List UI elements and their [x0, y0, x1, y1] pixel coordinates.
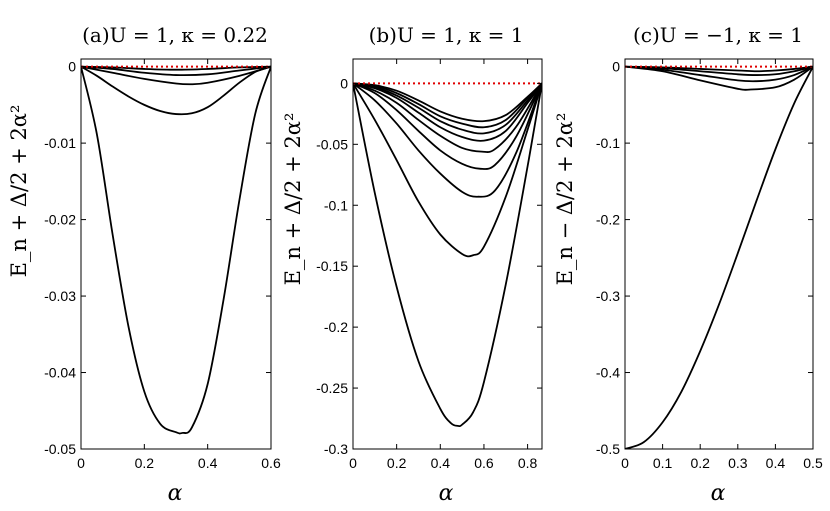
panel-b-axes	[352, 58, 543, 450]
panel-b-ytick-label: -0.05	[316, 136, 348, 152]
panel-b-series-n7	[353, 82, 542, 135]
panel-b-series-n2	[353, 82, 542, 258]
panel-c-series-n2	[625, 65, 813, 91]
panel-c-xtick-label: 0.3	[728, 455, 748, 471]
panel-a-xlabel: α	[168, 481, 183, 506]
panel-a-xtick-label: 0.4	[198, 455, 218, 471]
panel-b-series-n3	[353, 82, 542, 198]
panel-c-xtick-label: 0	[621, 455, 629, 471]
panel-c-ytick-label: 0	[612, 59, 620, 75]
panel-c-curves	[625, 65, 813, 449]
panel-c-xlabel: α	[711, 481, 726, 506]
panel-b-xtick-label: 0.2	[387, 455, 407, 471]
panel-c-ytick-label: -0.4	[596, 365, 620, 381]
panel-c-series-n3	[625, 65, 813, 83]
panel-b-xtick-label: 0.6	[474, 455, 494, 471]
panel-c-axes	[624, 58, 814, 450]
panel-b-ytick-label: -0.1	[324, 197, 348, 213]
panel-a-ytick-label: -0.04	[44, 365, 76, 381]
panel-a-xtick-label: 0.6	[261, 455, 281, 471]
panel-a-xtick-label: 0	[77, 455, 85, 471]
panel-b-ytick-label: 0	[340, 75, 348, 91]
panel-a-ytick-label: -0.02	[44, 212, 76, 228]
panel-b-series-n4	[353, 82, 542, 170]
panel-a-ytick-label: -0.01	[44, 135, 76, 151]
panel-b-series-n5	[353, 82, 542, 153]
panel-b-ytick-label: -0.25	[316, 380, 348, 396]
panel-c-ytick-label: -0.5	[596, 441, 620, 457]
panel-c-xtick-label: 0.5	[803, 455, 823, 471]
panel-c-ylabel: E_n − Δ/2 + 2α²	[553, 113, 577, 286]
panel-b-ytick-label: -0.2	[324, 319, 348, 335]
panel-b-ylabel: E_n + Δ/2 + 2α²	[281, 113, 305, 286]
panel-c-xtick-label: 0.1	[653, 455, 673, 471]
panel-c-xtick-label: 0.4	[766, 455, 786, 471]
panel-a-series-n3	[81, 65, 271, 86]
panel-c-series-n1	[625, 66, 813, 449]
panel-a-title: (a)U = 1, κ = 0.22	[82, 23, 268, 47]
panel-b-xtick-label: 0	[349, 455, 357, 471]
panel-c-ytick-label: -0.1	[596, 135, 620, 151]
panel-b-xlabel: α	[439, 481, 454, 506]
panel-a-series-n1	[81, 66, 271, 435]
panel-b-ytick-label: -0.15	[316, 258, 348, 274]
panel-a-xtick-label: 0.2	[135, 455, 155, 471]
panel-a-axes	[80, 58, 272, 450]
panel-b-title: (b)U = 1, κ = 1	[369, 23, 524, 47]
panel-b-series-n9	[353, 82, 542, 123]
panel-b-series-n1	[353, 83, 542, 428]
panel-b-ytick-label: -0.3	[324, 441, 348, 457]
panel-a-series-n2	[81, 65, 271, 116]
panel-a-series-n4	[81, 65, 271, 77]
panel-b-xtick-label: 0.8	[518, 455, 538, 471]
panel-c-ytick-label: -0.2	[596, 212, 620, 228]
panel-b-series-n8	[353, 82, 542, 129]
panel-c-title: (c)U = −1, κ = 1	[633, 23, 803, 47]
panel-a-ylabel: E_n + Δ/2 + 2α²	[7, 105, 31, 278]
panel-a: (a)U = 1, κ = 0.22 α E_n + Δ/2 + 2α² 0 0.…	[7, 23, 281, 506]
panel-c-xtick-label: 0.2	[690, 455, 710, 471]
panel-c-ytick-label: -0.3	[596, 288, 620, 304]
panel-a-ytick-label: -0.03	[44, 288, 76, 304]
panel-a-curves	[81, 65, 271, 435]
panel-b-curves	[353, 82, 542, 428]
panel-c: (c)U = −1, κ = 1 α E_n − Δ/2 + 2α² 0 0.1 0…	[553, 23, 823, 506]
panel-b-xtick-label: 0.4	[431, 455, 451, 471]
panel-a-ytick-label: 0	[68, 59, 76, 75]
panel-b: (b)U = 1, κ = 1 α E_n + Δ/2 + 2α² 0 0.2 0.…	[281, 23, 543, 506]
panel-b-series-n6	[353, 82, 542, 142]
panel-a-ytick-label: -0.05	[44, 441, 76, 457]
